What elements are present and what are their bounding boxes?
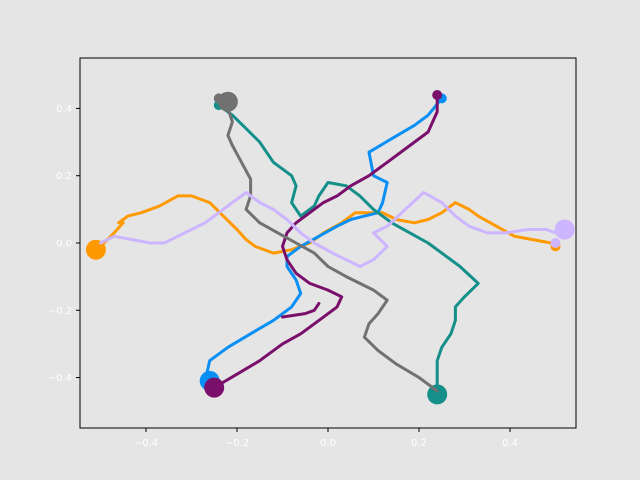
y-tick-label: 0.0 — [56, 239, 72, 250]
x-tick-label: 0.2 — [411, 438, 427, 449]
series-line-1 — [203, 96, 444, 383]
x-tick-label: 0.0 — [320, 438, 336, 449]
series-endpoint-5 — [554, 219, 575, 240]
series-extra-3 — [281, 302, 321, 319]
x-tick-label: 0.4 — [502, 438, 518, 449]
series-endpoint-3 — [204, 377, 225, 398]
series-line-5 — [99, 191, 557, 268]
series-line-2 — [217, 103, 480, 393]
series-startpoint-5 — [550, 238, 561, 248]
series-line-4 — [217, 96, 439, 393]
series-endpoint-2 — [427, 384, 448, 405]
series-startpoint-4 — [213, 93, 224, 104]
y-tick-label: 0.4 — [56, 104, 72, 115]
plot-area — [85, 90, 575, 405]
y-tick-label: −0.2 — [48, 306, 72, 317]
series-line-3 — [212, 93, 439, 390]
series-endpoint-0 — [85, 239, 106, 260]
y-tick-label: 0.2 — [56, 171, 72, 182]
x-tick-label: −0.4 — [134, 438, 158, 449]
y-tick-label: −0.4 — [48, 373, 72, 384]
x-tick-label: −0.2 — [225, 438, 249, 449]
axis-ticks: −0.4 −0.2 0.0 0.2 0.4 −0.4 −0.2 0.0 0.2 0.4 — [48, 104, 518, 449]
series-startpoint-3 — [432, 90, 443, 100]
